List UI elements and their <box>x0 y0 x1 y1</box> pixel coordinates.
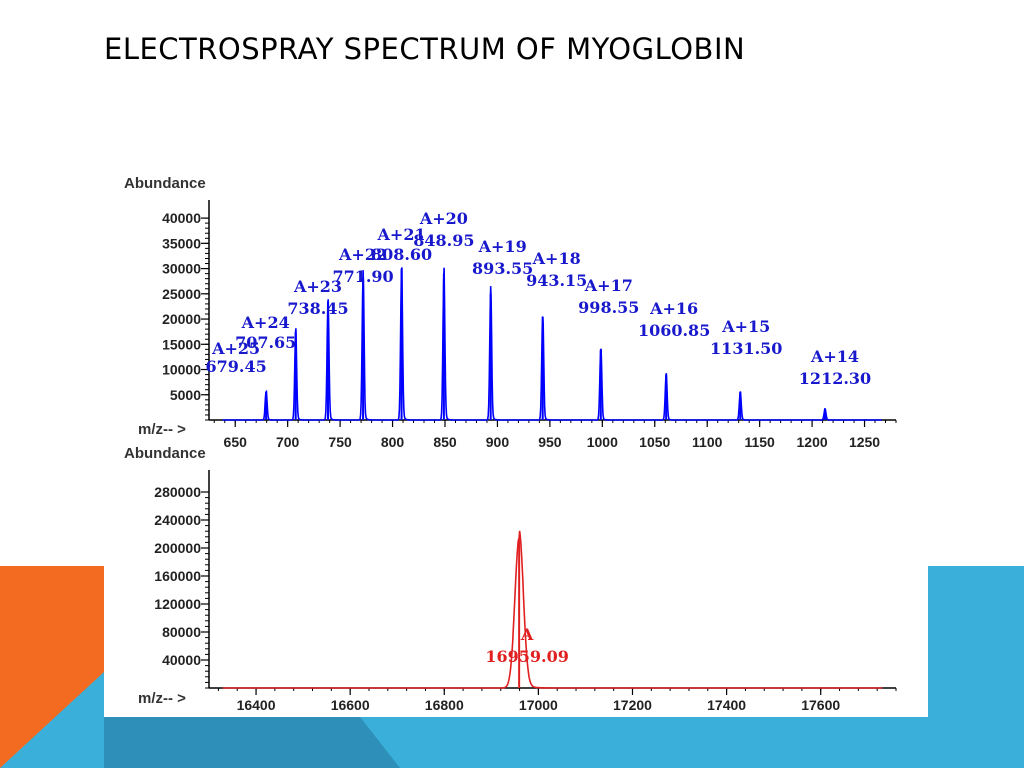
x-tick-label: 1200 <box>797 434 828 450</box>
x-tick-label: 1250 <box>849 434 880 450</box>
y-tick-label: 80000 <box>162 624 201 640</box>
y-tick-label: 160000 <box>154 568 201 584</box>
peak-mz-label: 771.90 <box>332 267 393 286</box>
x-tick-label: 1050 <box>639 434 670 450</box>
x-axis-label: m/z-- > <box>138 421 186 438</box>
peak-charge-label: A+22 <box>338 245 387 264</box>
esi-charge-state-chart: 650 700 750 800 850 900 950 1000 1050 1100 1150 120… <box>124 175 897 450</box>
y-tick-label: 25000 <box>162 286 201 302</box>
peak-mz-label: 1060.85 <box>638 321 710 340</box>
peak-mz-label: 808.60 <box>371 245 432 264</box>
x-tick-label: 700 <box>276 434 300 450</box>
peak-charge-label: A+23 <box>293 277 342 296</box>
y-tick-label: 10000 <box>162 362 201 378</box>
slide-title: ELECTROSPRAY SPECTRUM OF MYOGLOBIN <box>104 32 746 66</box>
x-tick-label: 900 <box>486 434 510 450</box>
spectrum-trace-deconvoluted <box>222 530 883 689</box>
light-blue-band-left <box>0 672 104 768</box>
x-tick-label: 17600 <box>801 697 840 713</box>
peak-charge-label: A <box>520 625 534 644</box>
x-tick-label: 16800 <box>425 697 464 713</box>
peak-mz-label: 1131.50 <box>710 339 782 358</box>
spectrum-figure: 650 700 750 800 850 900 950 1000 1050 1100 1150 120… <box>104 170 928 717</box>
y-tick-label: 15000 <box>162 336 201 352</box>
x-tick-label: 1000 <box>587 434 618 450</box>
y-tick-label: 40000 <box>162 210 201 226</box>
peak-charge-label: A+21 <box>377 225 426 244</box>
spectrum-trace-charge-states <box>222 267 882 421</box>
dark-blue-band <box>104 717 400 768</box>
peak-charge-label: A+15 <box>721 317 770 336</box>
peak-charge-label: A+16 <box>649 299 698 318</box>
peak-mz-label: 679.45 <box>205 357 266 376</box>
y-tick-label: 200000 <box>154 540 201 556</box>
y-tick-label: 5000 <box>170 387 201 403</box>
x-axis-label: m/z-- > <box>138 690 186 707</box>
peak-charge-label: A+18 <box>532 249 581 268</box>
x-tick-label: 650 <box>224 434 248 450</box>
peak-charge-label: A+20 <box>419 209 468 228</box>
peak-mz-label: 1212.30 <box>799 369 871 388</box>
x-tick-label: 950 <box>538 434 562 450</box>
deconvoluted-mass-chart: 16400 16600 16800 17000 17200 17400 17600 40000… <box>124 445 897 713</box>
x-tick-label: 16400 <box>237 697 276 713</box>
x-tick-label: 17400 <box>707 697 746 713</box>
y-tick-label: 280000 <box>154 484 201 500</box>
x-tick-label: 16600 <box>331 697 370 713</box>
peak-mz-label: 16959.09 <box>485 647 568 666</box>
peak-mz-label: 738.45 <box>287 299 348 318</box>
peak-mz-label: 848.95 <box>413 231 474 250</box>
x-tick-label: 1150 <box>744 434 775 450</box>
peak-mz-label: 998.55 <box>578 298 639 317</box>
peak-mz-label: 893.55 <box>472 259 533 278</box>
x-tick-label: 1100 <box>692 434 723 450</box>
peak-charge-label: A+17 <box>584 276 633 295</box>
x-tick-label: 17200 <box>613 697 652 713</box>
x-tick-label: 800 <box>381 434 405 450</box>
x-tick-label: 850 <box>433 434 457 450</box>
y-tick-label: 40000 <box>162 652 201 668</box>
y-tick-label: 120000 <box>154 596 201 612</box>
y-tick-label: 30000 <box>162 261 201 277</box>
y-tick-label: 240000 <box>154 512 201 528</box>
y-tick-label: 20000 <box>162 311 201 327</box>
y-axis-label: Abundance <box>124 445 206 462</box>
y-axis-label: Abundance <box>124 175 206 192</box>
x-tick-label: 17000 <box>519 697 558 713</box>
peak-charge-label: A+25 <box>211 339 260 358</box>
peak-mz-label: 943.15 <box>526 271 587 290</box>
y-tick-label: 35000 <box>162 235 201 251</box>
peak-charge-label: A+19 <box>478 237 527 256</box>
peak-mz-label: 707.65 <box>235 333 296 352</box>
peak-charge-label: A+14 <box>810 347 859 366</box>
peak-charge-label: A+24 <box>241 313 290 332</box>
x-tick-label: 750 <box>328 434 352 450</box>
